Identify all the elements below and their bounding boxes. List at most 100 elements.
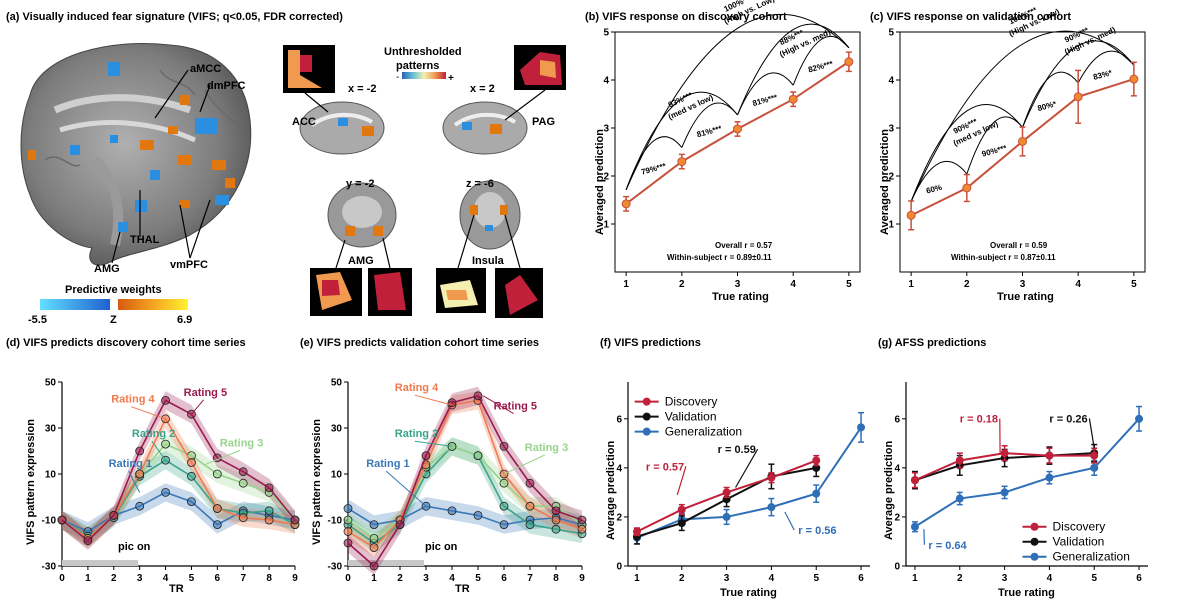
b-within: Within-subject r = 0.89±0.11	[667, 253, 772, 262]
e-xtick-label: 4	[449, 573, 455, 584]
d-rating-pointer-1	[128, 470, 141, 493]
d-point-5	[161, 395, 170, 405]
f-xtick-label: 3	[724, 573, 730, 584]
e-xtick-label: 5	[475, 573, 481, 584]
g-r-label-2: r = 0.26	[1049, 413, 1087, 425]
c-overall: Overall r = 0.59	[990, 241, 1048, 250]
d-rating-label-1: Rating 1	[109, 458, 152, 470]
g-r-label-3: r = 0.64	[928, 540, 967, 552]
c-arc-label: 60%	[925, 183, 943, 196]
e-ytick-label: 50	[331, 378, 343, 389]
f-xtick-label: 2	[679, 573, 685, 584]
c-arc	[1022, 40, 1135, 128]
c-xtick-label: 4	[1075, 279, 1081, 290]
d-rating-label-2: Rating 2	[132, 428, 175, 440]
d-point-4	[264, 515, 274, 525]
b-ytick-label: 3	[603, 124, 609, 135]
d-ytick-label: -30	[42, 562, 57, 573]
panel-a: (a) Visually induced fear signature (VIF…	[6, 11, 566, 326]
b-xtick-label: 5	[846, 279, 852, 290]
f-marks	[632, 411, 866, 545]
e-point-5	[499, 441, 509, 451]
b-arc	[625, 13, 850, 191]
d-point-2	[187, 471, 196, 481]
g-legend-marker-1	[1030, 522, 1039, 531]
g-xtick-label: 2	[957, 573, 963, 584]
e-ticks: 0 1 2 3 4 5 6 7 8 9 -30 -10 10 30 50	[328, 378, 586, 585]
e-line-1	[347, 505, 583, 526]
label-amcc: aMCC	[190, 63, 221, 75]
f-ytick-label: 4	[616, 463, 622, 474]
c-xtick-label: 1	[908, 279, 914, 290]
e-point-1	[499, 520, 509, 529]
e-point-2	[551, 524, 561, 534]
g-xtick-label: 1	[912, 573, 918, 584]
e-rating-label-4: Rating 4	[395, 382, 439, 394]
d-ylabel: VIFS pattern expression	[25, 419, 37, 545]
g-legend-marker-2	[1030, 537, 1039, 546]
d-point-5	[264, 483, 274, 493]
d-xtick-label: 8	[266, 573, 272, 584]
f-generalization-point	[722, 512, 731, 521]
c-point	[962, 183, 972, 193]
d-point-3	[161, 439, 170, 449]
b-point	[788, 94, 798, 104]
g-ytick-label: 6	[894, 414, 900, 425]
e-point-4	[577, 524, 587, 534]
c-xlabel: True rating	[997, 291, 1054, 303]
label-thal: THAL	[130, 234, 160, 246]
b-marks	[621, 51, 854, 212]
d-point-5	[238, 467, 248, 477]
b-arc	[737, 23, 850, 116]
e-pic-on: pic on	[425, 541, 458, 553]
d-pic-on: pic on	[118, 541, 151, 553]
g-xtick-label: 6	[1136, 573, 1142, 584]
g-xtick-label: 4	[1047, 573, 1053, 584]
e-rating-label-3: Rating 3	[525, 442, 568, 454]
f-generalization-series-line	[636, 426, 862, 539]
unthresholded-colorbar	[402, 72, 446, 79]
g-discovery-point	[1000, 449, 1009, 458]
f-ylabel: Average prediction	[605, 440, 617, 540]
panel-d-title: (d) VIFS predicts discovery cohort time …	[6, 337, 246, 349]
d-point-5	[135, 446, 145, 456]
f-xtick-label: 4	[769, 573, 775, 584]
e-xtick-label: 9	[579, 573, 585, 584]
e-xtick-label: 3	[423, 573, 429, 584]
d-point-2	[264, 506, 274, 516]
g-ytick-label: 4	[894, 463, 900, 474]
panel-a-pointer-lines	[111, 69, 211, 264]
c-xtick-label: 3	[1020, 279, 1026, 290]
inset-pointer-lines	[304, 89, 546, 269]
panel-g: (g) AFSS predictions 1 2 3 4 5 6 0 2 4 6 r = 0.18…	[878, 337, 1148, 599]
d-xtick-label: 3	[137, 573, 143, 584]
d-line-1	[61, 491, 296, 533]
panel-a-title: (a) Visually induced fear signature (VIF…	[6, 11, 343, 23]
e-point-3	[369, 534, 379, 543]
e-xtick-label: 2	[397, 573, 403, 584]
d-point-4	[135, 469, 145, 479]
e-band-2	[348, 437, 582, 553]
e-ytick-label: 30	[331, 424, 343, 435]
f-annot: r = 0.57 r = 0.59 r = 0.56	[646, 444, 837, 537]
c-ytick-label: 1	[888, 220, 894, 231]
e-line-3	[347, 445, 583, 540]
g-xtick-label: 3	[1002, 573, 1008, 584]
d-xtick-label: 2	[111, 573, 117, 584]
c-arc-label: 83%*	[1092, 68, 1114, 82]
e-rating-label-5: Rating 5	[494, 401, 537, 413]
f-generalization-point	[767, 503, 776, 512]
b-xtick-label: 2	[679, 279, 685, 290]
d-ytick-label: 30	[45, 424, 57, 435]
f-legend-marker-1	[642, 397, 651, 406]
d-xtick-label: 9	[292, 573, 298, 584]
f-ytick-label: 6	[616, 414, 622, 425]
colorbar-positive	[118, 299, 188, 310]
b-ytick-label: 4	[603, 76, 609, 87]
e-labels: Rating 1 Rating 2 Rating 3 Rating 4 Rating 5	[366, 382, 568, 507]
colorbar-negative	[40, 299, 110, 310]
d-point-4	[212, 504, 222, 513]
d-marks	[57, 391, 300, 550]
d-point-5	[290, 515, 300, 525]
label-amg2: AMG	[348, 255, 374, 267]
